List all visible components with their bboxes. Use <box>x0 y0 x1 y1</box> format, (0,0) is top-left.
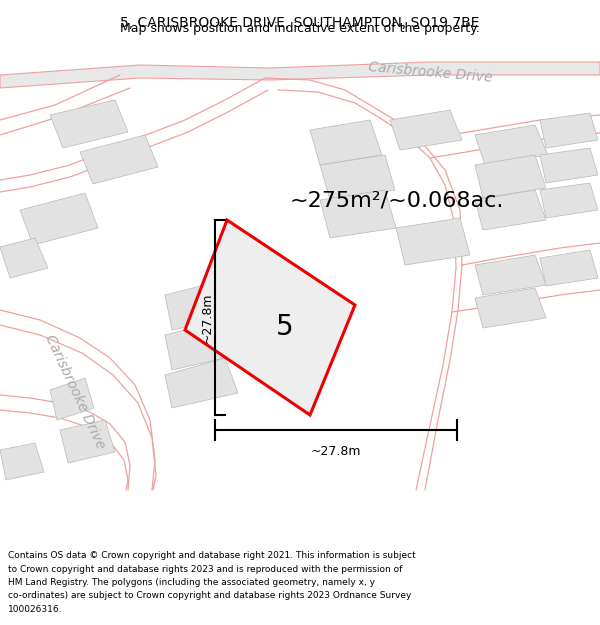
Polygon shape <box>0 238 48 278</box>
Polygon shape <box>60 420 115 463</box>
Polygon shape <box>320 155 395 200</box>
Text: ~27.8m: ~27.8m <box>200 292 214 342</box>
Polygon shape <box>185 220 355 415</box>
Text: to Crown copyright and database rights 2023 and is reproduced with the permissio: to Crown copyright and database rights 2… <box>8 564 403 574</box>
Text: co-ordinates) are subject to Crown copyright and database rights 2023 Ordnance S: co-ordinates) are subject to Crown copyr… <box>8 591 412 601</box>
Polygon shape <box>396 218 470 265</box>
Text: Carisbrooke Drive: Carisbrooke Drive <box>367 59 493 84</box>
Polygon shape <box>165 358 238 408</box>
Polygon shape <box>475 288 546 328</box>
Polygon shape <box>540 250 598 286</box>
Text: Carisbrooke Drive: Carisbrooke Drive <box>43 332 107 451</box>
Text: ~275m²/~0.068ac.: ~275m²/~0.068ac. <box>290 190 505 210</box>
Polygon shape <box>50 100 128 148</box>
Polygon shape <box>540 183 598 218</box>
Polygon shape <box>0 62 600 88</box>
Polygon shape <box>540 113 598 148</box>
Polygon shape <box>0 443 44 480</box>
Polygon shape <box>475 190 546 230</box>
Polygon shape <box>50 378 94 420</box>
Text: 5: 5 <box>275 314 293 341</box>
Polygon shape <box>475 255 546 295</box>
Text: 100026316.: 100026316. <box>8 605 62 614</box>
Polygon shape <box>310 120 382 165</box>
Polygon shape <box>20 193 98 245</box>
Text: HM Land Registry. The polygons (including the associated geometry, namely x, y: HM Land Registry. The polygons (includin… <box>8 578 375 587</box>
Polygon shape <box>390 110 462 150</box>
Polygon shape <box>540 148 598 183</box>
Polygon shape <box>475 155 546 198</box>
Text: ~27.8m: ~27.8m <box>311 446 361 459</box>
Polygon shape <box>475 125 548 165</box>
Text: 5, CARISBROOKE DRIVE, SOUTHAMPTON, SO19 7BE: 5, CARISBROOKE DRIVE, SOUTHAMPTON, SO19 … <box>120 16 480 29</box>
Polygon shape <box>320 190 396 238</box>
Text: Contains OS data © Crown copyright and database right 2021. This information is : Contains OS data © Crown copyright and d… <box>8 551 416 560</box>
Text: Map shows position and indicative extent of the property.: Map shows position and indicative extent… <box>120 22 480 36</box>
Polygon shape <box>165 320 238 370</box>
Polygon shape <box>80 135 158 184</box>
Polygon shape <box>165 280 238 330</box>
